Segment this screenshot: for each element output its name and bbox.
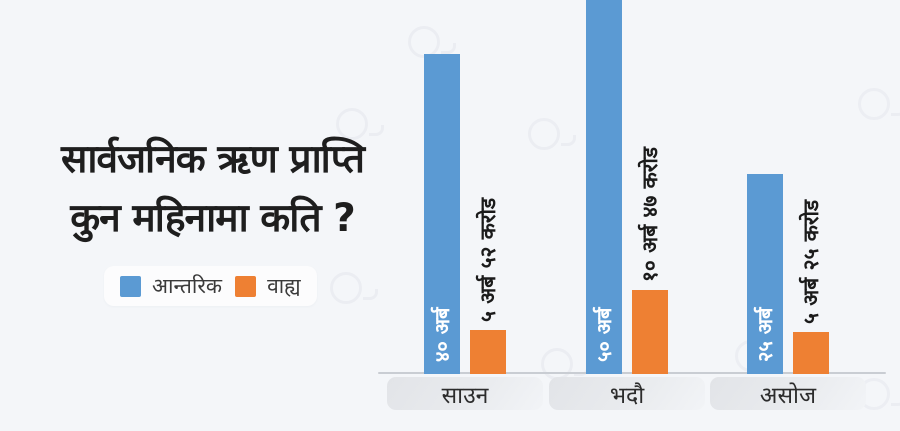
chart-title-line2: कुन महिनामा कति ? <box>70 196 356 241</box>
legend-item-external: वाह्य <box>235 272 301 300</box>
bar-internal <box>586 0 622 374</box>
chart-title-line1: सार्वजनिक ऋण प्राप्ति <box>60 137 365 182</box>
legend-swatch-internal <box>120 275 141 297</box>
category-label: असोज <box>759 382 817 409</box>
legend-label-internal: आन्तरिक <box>152 274 223 298</box>
value-label-internal: ५० अर्ब <box>592 307 616 362</box>
value-label-external: ५ अर्ब ५२ करोड <box>476 197 500 322</box>
legend-label-external: वाह्य <box>267 274 301 298</box>
watermark-logo-icon <box>858 88 900 120</box>
legend-item-internal: आन्तरिक <box>120 272 222 300</box>
category-label: भदौ <box>609 382 645 409</box>
chart-title: सार्वजनिक ऋण प्राप्ति कुन महिनामा कति ? <box>40 130 385 248</box>
bar-internal <box>747 174 783 374</box>
value-label-external: ५ अर्ब २५ करोड <box>799 199 823 324</box>
category-band: असोज <box>710 377 866 410</box>
legend-swatch-external <box>235 275 257 297</box>
category-band: साउन <box>387 377 543 410</box>
category-label: साउन <box>441 382 489 409</box>
legend: आन्तरिक वाह्य <box>104 266 317 306</box>
value-label-internal: ४० अर्ब <box>430 307 454 362</box>
bar-external <box>793 332 829 374</box>
value-label-internal: २५ अर्ब <box>753 307 777 362</box>
watermark-logo-icon <box>528 118 576 150</box>
watermark-logo-icon <box>336 108 384 140</box>
watermark-logo-icon <box>330 272 378 304</box>
bar-external <box>470 330 506 374</box>
bar-internal <box>424 54 460 374</box>
value-label-external: १० अर्ब ४७ करोड <box>638 146 662 282</box>
category-band: भदौ <box>549 377 705 410</box>
bar-external <box>632 290 668 374</box>
